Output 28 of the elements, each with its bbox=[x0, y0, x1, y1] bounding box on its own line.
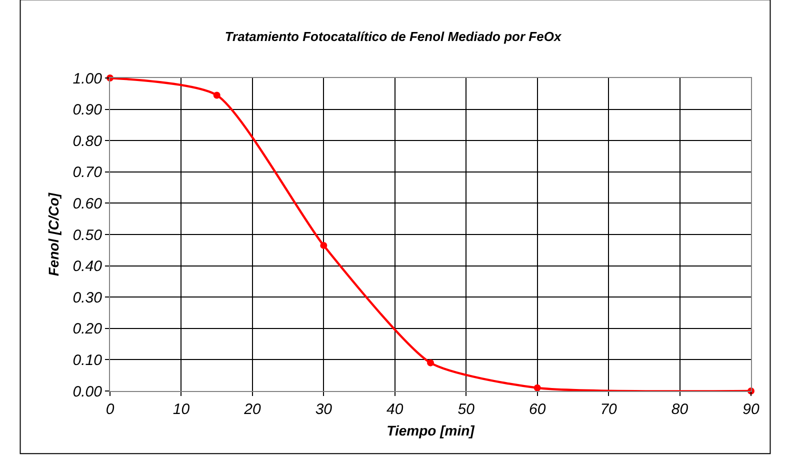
x-tick-label: 30 bbox=[315, 401, 333, 418]
point bbox=[320, 242, 328, 249]
y-tick-label: 1.00 bbox=[72, 70, 103, 88]
x-tick-label: 0 bbox=[106, 401, 115, 418]
chart-title: Tratamiento Fotocatalítico de Fenol Mediado por FeOx bbox=[224, 29, 562, 44]
x-axis-title: Tiempo [min] bbox=[386, 422, 476, 438]
y-tick-label: 0.20 bbox=[72, 320, 103, 338]
x-tick-label: 10 bbox=[172, 401, 190, 418]
y-tick-label: 0.70 bbox=[72, 164, 103, 182]
x-tick-label: 80 bbox=[671, 401, 689, 418]
point bbox=[427, 359, 434, 366]
y-tick-label: 0.80 bbox=[72, 132, 103, 150]
point bbox=[213, 92, 220, 99]
y-tick-label: 0.60 bbox=[72, 195, 103, 212]
x-tick-label: 20 bbox=[243, 401, 262, 418]
x-tick-label: 50 bbox=[458, 401, 476, 418]
y-tick-label: 0.30 bbox=[72, 289, 103, 306]
y-tick-label: 0.10 bbox=[72, 352, 103, 369]
y-tick-label: 0.40 bbox=[72, 258, 103, 276]
x-tick-label: 90 bbox=[742, 401, 760, 418]
x-tick-label: 60 bbox=[528, 401, 546, 418]
y-tick-label: 0.50 bbox=[72, 226, 103, 244]
y-tick-label: 0.00 bbox=[72, 383, 103, 400]
x-tick-label: 70 bbox=[600, 401, 618, 418]
y-axis-title: Fenol [C/Co] bbox=[45, 192, 62, 276]
x-tick-label: 40 bbox=[386, 401, 404, 418]
y-tick-label: 0.90 bbox=[72, 102, 103, 119]
point bbox=[534, 384, 541, 392]
